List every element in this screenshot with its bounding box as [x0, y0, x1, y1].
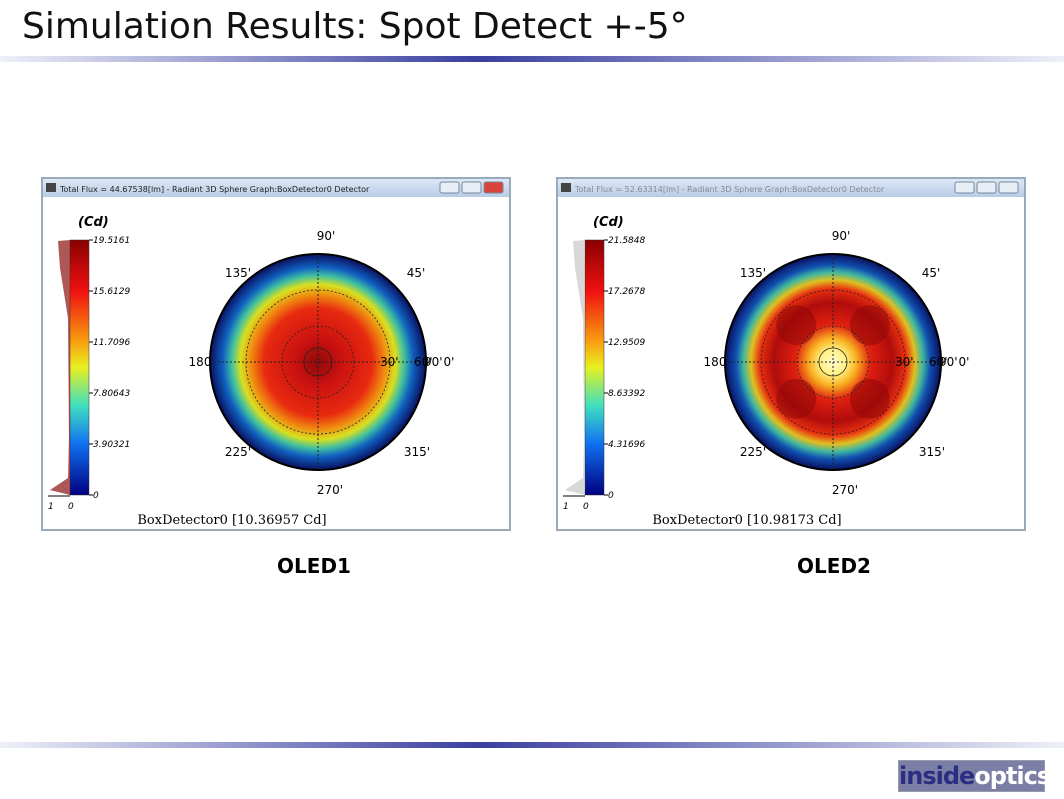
- angle-label: 315': [919, 445, 945, 459]
- radial-label: 90': [939, 355, 958, 369]
- angle-label: 135': [225, 266, 251, 280]
- slide-title: Simulation Results: Spot Detect +-5°: [22, 6, 688, 47]
- scale-label: 0: [608, 491, 614, 501]
- angle-label: 0': [444, 355, 455, 369]
- radial-label: 90': [424, 355, 443, 369]
- footer-band: [0, 742, 1064, 748]
- radial-label: 60': [929, 355, 948, 369]
- title-bar: [43, 179, 509, 197]
- radial-label: 60': [414, 355, 433, 369]
- radial-label: 30': [380, 355, 399, 369]
- histogram: [565, 240, 585, 495]
- window-button: [954, 181, 975, 194]
- app-icon: [46, 183, 56, 192]
- scale-label: 4.31696: [608, 440, 645, 450]
- logo: insideoptics: [898, 760, 1051, 792]
- polar-rim: [724, 253, 942, 471]
- angle-label: 225': [740, 445, 766, 459]
- hot-spot: [849, 378, 890, 419]
- window-button: [976, 181, 997, 194]
- angle-label: 270': [317, 483, 343, 497]
- angle-label: 180: [189, 355, 212, 369]
- window: Total Flux = 44.67538[lm] - Radiant 3D S…: [41, 177, 511, 531]
- logo-text: inside: [899, 762, 975, 790]
- window-button: [439, 181, 460, 194]
- hot-spot: [776, 305, 817, 346]
- angle-label: 90': [832, 229, 851, 243]
- app-icon: [561, 183, 571, 192]
- scale-label: 11.7096: [93, 338, 130, 348]
- angle-label: 45': [407, 266, 426, 280]
- angle-label: 270': [832, 483, 858, 497]
- angle-label: 90': [317, 229, 336, 243]
- colorbar: [69, 239, 90, 496]
- hist-label: 1: [563, 502, 569, 512]
- footer-text: BoxDetector0 [10.98173 Cd]: [652, 513, 841, 528]
- caption: OLED2: [797, 554, 871, 578]
- window: Total Flux = 52.63314[lm] - Radiant 3D S…: [556, 177, 1026, 531]
- hot-spot: [849, 305, 890, 346]
- hist-label: 1: [48, 502, 54, 512]
- colorbar: [584, 239, 605, 496]
- hot-spot: [776, 378, 817, 419]
- scale-label: 21.5848: [608, 236, 645, 246]
- scale-label: 12.9509: [608, 338, 645, 348]
- scale-label: 19.5161: [93, 236, 130, 246]
- window-title: Total Flux = 44.67538[lm] - Radiant 3D S…: [59, 185, 370, 194]
- footer-text: BoxDetector0 [10.36957 Cd]: [137, 513, 326, 528]
- radial-label: 30': [895, 355, 914, 369]
- title-bar: [558, 179, 1024, 197]
- hist-label: 0: [68, 502, 74, 512]
- caption: OLED1: [277, 554, 351, 578]
- angle-label: 45': [922, 266, 941, 280]
- angle-label: 135': [740, 266, 766, 280]
- hist-label: 0: [583, 502, 589, 512]
- window-button: [461, 181, 482, 194]
- title-band: [0, 56, 1064, 62]
- histogram: [50, 240, 70, 495]
- angle-label: 315': [404, 445, 430, 459]
- scale-label: 15.6129: [93, 287, 130, 297]
- scale-label: 17.2678: [608, 287, 645, 297]
- angle-label: 225': [225, 445, 251, 459]
- scale-label: 3.90321: [93, 440, 130, 450]
- window-button: [483, 181, 504, 194]
- unit: (Cd): [78, 215, 109, 230]
- window-title: Total Flux = 52.63314[lm] - Radiant 3D S…: [574, 185, 885, 194]
- window-button: [998, 181, 1019, 194]
- unit: (Cd): [593, 215, 624, 230]
- logo-text: optics: [974, 762, 1051, 790]
- angle-label: 0': [959, 355, 970, 369]
- scale-label: 7.80643: [93, 389, 130, 399]
- scale-label: 8.63392: [608, 389, 645, 399]
- polar-rim: [209, 253, 427, 471]
- angle-label: 180: [704, 355, 727, 369]
- scale-label: 0: [93, 491, 99, 501]
